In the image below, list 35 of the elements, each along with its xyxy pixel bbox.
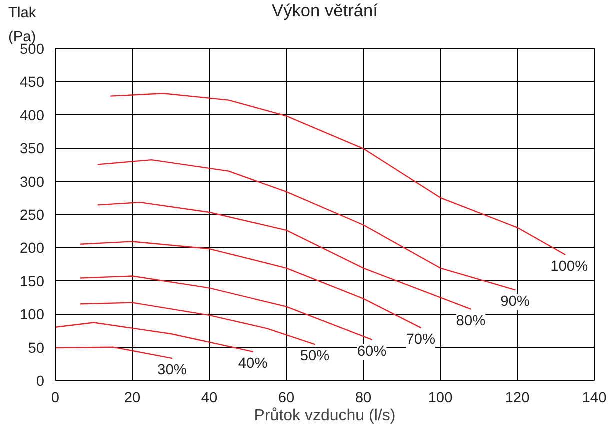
x-tick-label: 100 bbox=[428, 390, 453, 406]
line-series bbox=[110, 93, 566, 256]
x-tick-label: 120 bbox=[505, 390, 530, 406]
line-series bbox=[80, 276, 373, 341]
y-tick-label: 200 bbox=[20, 241, 45, 258]
series-label: 90% bbox=[500, 294, 530, 310]
series-label: 30% bbox=[158, 362, 187, 379]
chart-title: Výkon větrání bbox=[272, 0, 378, 20]
line-series bbox=[97, 202, 472, 310]
line-series bbox=[80, 241, 422, 329]
series-label: 50% bbox=[300, 348, 330, 365]
x-tick-label: 40 bbox=[201, 390, 218, 406]
series-label: 70% bbox=[406, 332, 436, 348]
y-tick-label: 0 bbox=[36, 374, 45, 390]
y-tick-label: 300 bbox=[20, 174, 45, 191]
series-label: 100% bbox=[550, 259, 588, 276]
line-series bbox=[97, 159, 516, 291]
y-tick-label: 450 bbox=[20, 75, 45, 92]
series-label: 40% bbox=[238, 356, 268, 372]
x-tick-label: 0 bbox=[51, 390, 60, 406]
x-tick-label: 140 bbox=[582, 390, 607, 406]
x-tick-label: 60 bbox=[278, 390, 295, 406]
line-series bbox=[56, 322, 254, 353]
y-tick-label: 150 bbox=[20, 274, 45, 290]
y-tick-label: 250 bbox=[20, 208, 45, 224]
x-tick-label: 80 bbox=[355, 390, 372, 406]
y-tick-label: 50 bbox=[28, 340, 45, 357]
x-tick-label: 20 bbox=[124, 390, 141, 406]
x-axis-title: Průtok vzduchu (l/s) bbox=[254, 408, 396, 424]
series-label: 80% bbox=[456, 313, 486, 330]
y-tick-label: 100 bbox=[20, 308, 45, 324]
series-label: 60% bbox=[357, 344, 387, 360]
line-series bbox=[80, 302, 316, 346]
y-tick-label: 350 bbox=[20, 142, 45, 158]
y-tick-label: 400 bbox=[20, 108, 45, 124]
